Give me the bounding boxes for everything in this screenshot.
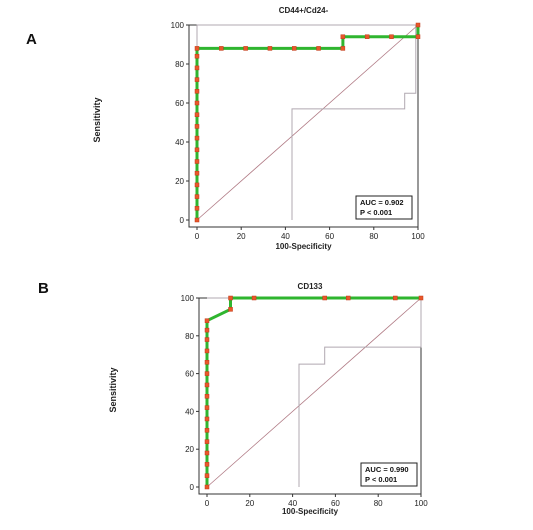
roc-point [364,34,370,39]
p-value: P < 0.001 [365,475,397,484]
roc-point [340,34,346,39]
chart-title: CD133 [298,282,323,291]
y-tick-label: 0 [180,216,185,225]
roc-point [194,147,200,153]
roc-point [340,46,346,51]
chart-panel-a: 0 20 40 60 80 100 0 20 40 60 80 100 CD44+/Cd24- 100-S… [171,6,426,251]
roc-point [194,124,200,129]
y-tick-label: 20 [185,445,194,454]
ci-lower-bound [291,25,417,220]
x-tick-label: 80 [369,232,378,241]
reference-line [206,297,422,488]
y-tick-label: 40 [185,407,194,416]
y-tick-label: 80 [175,60,184,69]
roc-point [204,371,210,376]
roc-point [393,295,398,301]
roc-point [228,307,233,312]
roc-point [228,295,233,301]
p-value: P < 0.001 [360,208,392,217]
roc-point [194,65,200,71]
roc-point [194,194,200,199]
x-tick-label: 60 [331,499,340,508]
x-tick-label: 0 [205,499,210,508]
chart-panel-b: 0 20 40 60 80 100 0 20 40 60 80 100 CD133 100-Specifi… [181,282,429,516]
roc-point [204,462,210,467]
roc-point [194,170,200,176]
roc-point [204,337,210,342]
roc-point [194,77,200,82]
roc-point [194,100,200,106]
roc-point [204,348,210,354]
x-axis-label: 100-Specificity [282,507,339,516]
x-tick-label: 20 [237,232,246,241]
y-tick-label: 100 [171,21,185,30]
x-tick-label: 80 [374,499,383,508]
auc-value: AUC = 0.902 [360,198,404,207]
roc-point [204,394,210,399]
x-axis-label: 100-Specificity [275,242,332,251]
roc-point [204,416,210,422]
x-tick-label: 60 [325,232,334,241]
reference-line [196,24,419,221]
roc-point [194,159,200,164]
roc-point [219,46,224,51]
roc-point [418,295,424,301]
roc-point [291,46,297,51]
ci-lower-bound [298,298,422,487]
roc-point [204,318,210,323]
ci-upper-bound [196,24,418,49]
roc-point [415,22,421,28]
x-tick-label: 40 [288,499,297,508]
roc-point [204,428,210,433]
x-tick-label: 0 [195,232,200,241]
x-tick-label: 100 [411,232,425,241]
roc-point [204,439,210,444]
roc-point [415,34,421,39]
x-tick-label: 100 [414,499,428,508]
panel-letter-a: A [26,31,37,48]
roc-point [251,295,257,301]
roc-point [204,450,210,456]
roc-point [204,382,210,388]
roc-point [194,217,200,223]
auc-box [360,462,418,487]
roc-point [204,484,210,490]
auc-box [355,195,413,220]
roc-point [194,135,200,141]
roc-point [316,46,321,51]
roc-point [204,327,210,333]
roc-point [389,34,394,39]
y-tick-label: 20 [175,177,184,186]
roc-point [194,53,200,59]
roc-point [204,360,210,365]
y-tick-label: 0 [190,483,195,492]
roc-point [194,89,200,94]
roc-point [194,46,200,51]
panel-letter-b: B [38,280,49,297]
y-tick-label: 100 [181,294,195,303]
roc-point [194,112,200,117]
y-tick-label: 60 [185,370,194,379]
roc-point [194,182,200,188]
roc-point [345,295,351,301]
roc-point [322,295,327,301]
roc-point [204,473,210,478]
chart-title: CD44+/Cd24- [279,6,329,15]
roc-point [243,46,248,51]
x-tick-label: 40 [281,232,290,241]
y-tick-label: 60 [175,99,184,108]
y-tick-label: 80 [185,332,194,341]
roc-point [194,206,200,211]
auc-value: AUC = 0.990 [365,465,409,474]
y-tick-label: 40 [175,138,184,147]
x-tick-label: 20 [245,499,254,508]
roc-point [204,405,210,410]
roc-point [267,46,273,51]
